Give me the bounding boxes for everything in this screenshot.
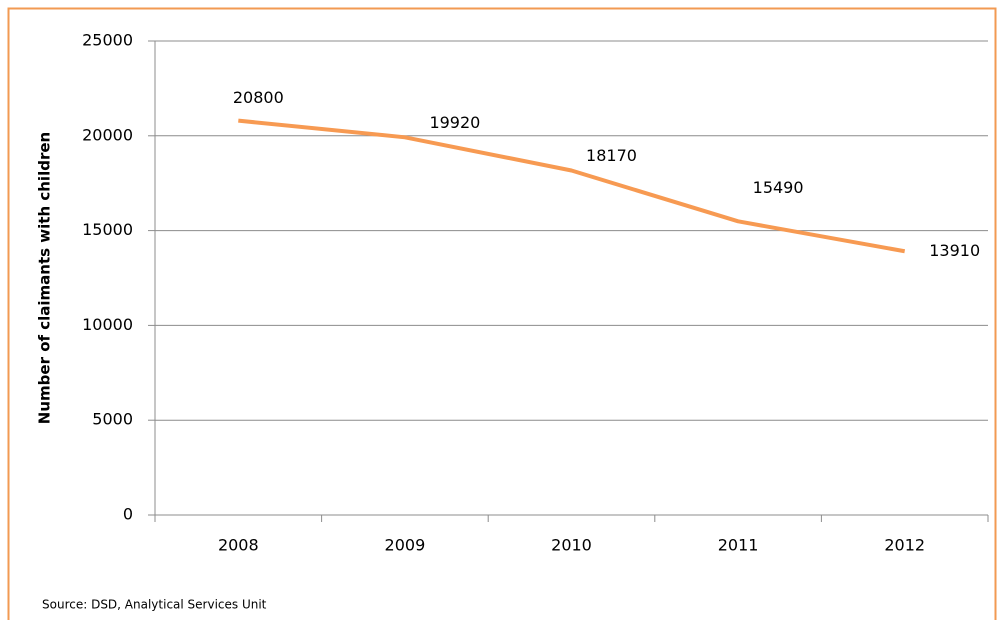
y-tick-label: 25000 xyxy=(82,31,133,50)
x-tick-label: 2008 xyxy=(218,536,259,555)
frame xyxy=(7,7,997,620)
data-label: 13910 xyxy=(929,241,980,260)
x-tick-label: 2012 xyxy=(884,536,925,555)
y-tick-label: 15000 xyxy=(82,220,133,239)
source-note: Source: DSD, Analytical Services Unit xyxy=(42,598,267,612)
y-tick-label: 20000 xyxy=(82,125,133,144)
y-tick-label: 0 xyxy=(123,505,133,524)
data-label: 15490 xyxy=(753,178,804,197)
data-label: 18170 xyxy=(586,146,637,165)
x-tick-label: 2011 xyxy=(718,536,759,555)
x-tick-label: 2009 xyxy=(385,536,426,555)
data-label: 20800 xyxy=(233,88,284,107)
y-tick-label: 5000 xyxy=(92,410,133,429)
y-tick-label: 10000 xyxy=(82,315,133,334)
y-axis-label: Number of claimants with children xyxy=(36,132,54,424)
x-tick-label: 2010 xyxy=(551,536,592,555)
data-label: 19920 xyxy=(429,113,480,132)
data-line xyxy=(238,118,906,254)
